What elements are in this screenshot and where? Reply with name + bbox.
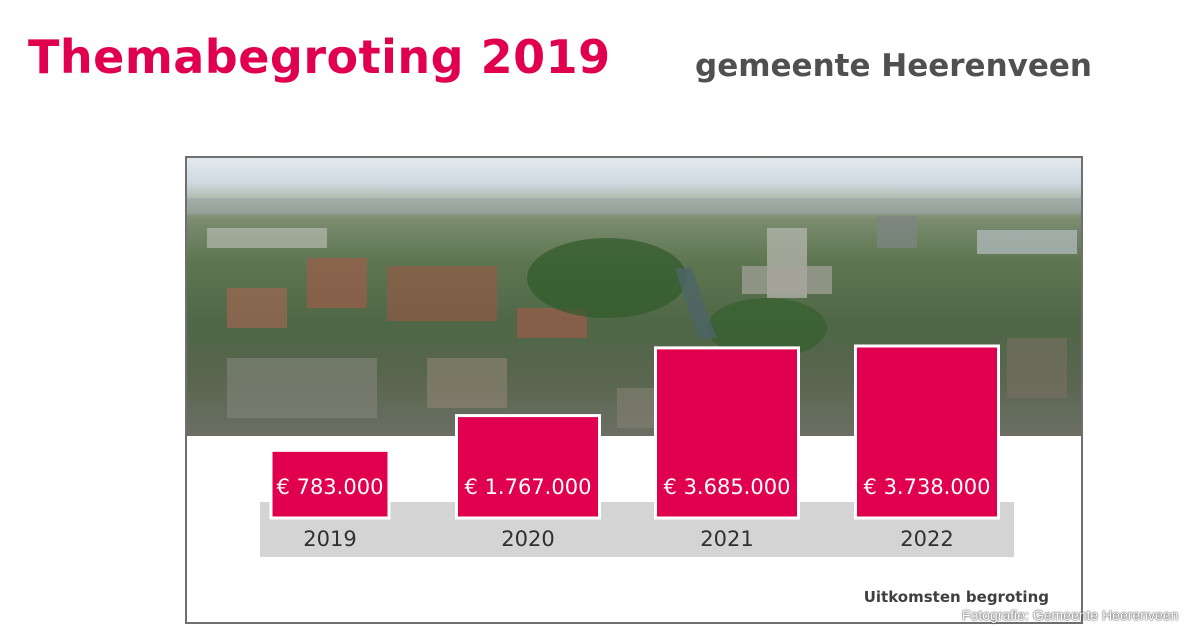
bar-value-label: € 3.738.000	[864, 475, 991, 499]
bar-2020	[455, 414, 601, 520]
x-tick-label: 2019	[303, 527, 356, 551]
chart-frame: € 783.000 2019 € 1.767.000 2020 € 3.685.000 2…	[185, 156, 1083, 624]
aerial-photo-illustration	[187, 198, 1081, 428]
bar-2022	[854, 344, 1000, 520]
aerial-photo-background	[187, 158, 1081, 436]
x-tick-label: 2020	[501, 527, 554, 551]
bar-2021	[654, 346, 800, 520]
page-subtitle: gemeente Heerenveen	[695, 48, 1092, 84]
x-tick-label: 2022	[900, 527, 953, 551]
page-title: Themabegroting 2019	[28, 30, 611, 84]
bar-chart: € 783.000 2019 € 1.767.000 2020 € 3.685.000 2…	[260, 344, 1014, 557]
x-tick-label: 2021	[700, 527, 753, 551]
bar-value-label: € 1.767.000	[465, 475, 592, 499]
bar-value-label: € 3.685.000	[664, 475, 791, 499]
bar-2019	[269, 448, 391, 520]
bar-value-label: € 783.000	[277, 475, 384, 499]
chart-footer-note: Uitkomsten begroting	[863, 588, 1049, 606]
photo-credit: Fotografie: Gemeente Heerenveen	[962, 607, 1179, 623]
